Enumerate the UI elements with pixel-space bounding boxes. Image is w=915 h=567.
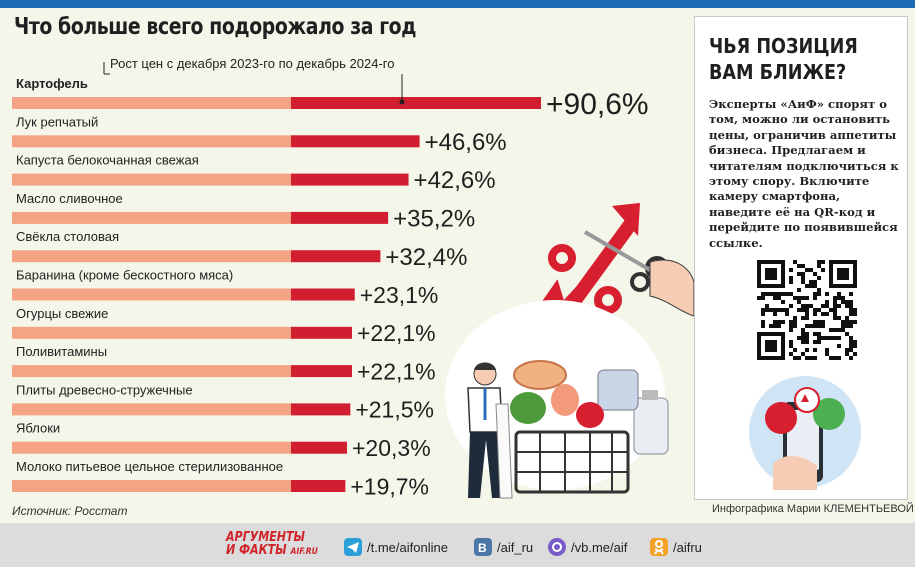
- category-label: Поливитамины: [16, 344, 107, 359]
- basket-body: [514, 430, 630, 494]
- bar: [291, 441, 348, 454]
- bar-base: [12, 441, 291, 454]
- scissors-blade: [583, 230, 652, 272]
- telegram-icon: [344, 538, 362, 556]
- milk-cap: [642, 390, 658, 400]
- bar: [291, 135, 420, 148]
- man-hair: [474, 362, 496, 370]
- value-label: +46,6%: [425, 129, 507, 156]
- viber-icon: [548, 538, 566, 556]
- milk-bottle: [633, 397, 669, 455]
- receipt: [495, 403, 513, 499]
- bar-base: [12, 173, 291, 186]
- value-label: +19,7%: [350, 473, 429, 499]
- category-label: Масло сливочное: [16, 191, 123, 206]
- footer-bar: [0, 523, 915, 567]
- value-label: +90,6%: [546, 88, 649, 121]
- category-label: Свёкла столовая: [16, 229, 119, 244]
- greens: [510, 392, 546, 424]
- bar: [291, 403, 351, 416]
- scissors-handle-2: [630, 272, 650, 292]
- bar-base: [12, 211, 291, 224]
- category-label: Капуста белокочанная свежая: [16, 153, 199, 168]
- category-label: Картофель: [16, 76, 88, 91]
- vegetable: [551, 384, 579, 416]
- percent-dot-top: [548, 244, 576, 272]
- bar-base: [12, 250, 291, 263]
- bar: [291, 326, 352, 339]
- value-label: +20,3%: [352, 435, 431, 461]
- svg-text:В: В: [478, 541, 487, 555]
- bar-base: [12, 135, 291, 148]
- social-link-telegram[interactable]: /t.me/aifonline: [344, 537, 448, 557]
- bar-base: [12, 403, 291, 416]
- bar: [291, 480, 346, 492]
- hand-icon: [773, 455, 817, 490]
- category-label: Баранина (кроме бескостного мяса): [16, 268, 233, 283]
- subtitle-pointer-dot: [399, 99, 405, 105]
- category-label: Лук репчатый: [16, 114, 98, 129]
- bar-chart: Картофель +90,6% Лук репчатый +46,6% Капуста…: [12, 62, 695, 499]
- vk-icon: В: [474, 538, 492, 556]
- chart-subtitle: Рост цен с декабря 2023-го по декабрь 20…: [110, 56, 395, 71]
- social-link-label: /aif_ru: [497, 539, 534, 555]
- man-legs: [468, 432, 504, 498]
- bar: [291, 173, 409, 186]
- value-label: +22,1%: [357, 320, 436, 346]
- qr-code[interactable]: [757, 260, 857, 360]
- value-label: +42,6%: [414, 167, 496, 194]
- logo-line1: АРГУМЕНТЫ: [226, 530, 305, 545]
- category-label: Плиты древесно-стружечные: [16, 382, 193, 397]
- bar: [291, 250, 381, 263]
- category-label: Огурцы свежие: [16, 306, 108, 321]
- sidebar-text: Эксперты «АиФ» спорят о том, можно ли ос…: [709, 97, 899, 250]
- value-label: +32,4%: [385, 244, 467, 271]
- social-link-label: /vb.me/aif: [571, 539, 628, 555]
- bar-base: [12, 326, 291, 339]
- bar: [291, 365, 352, 378]
- category-label: Яблоки: [16, 421, 60, 436]
- phone-vote-illustration: [749, 376, 861, 490]
- arrow-head: [612, 203, 640, 236]
- social-link-vk[interactable]: В /aif_ru: [474, 537, 533, 557]
- bar-base: [12, 480, 291, 492]
- bar: [291, 288, 355, 301]
- value-label: +22,1%: [357, 358, 436, 384]
- top-accent-bar: [0, 0, 915, 8]
- bar: [291, 97, 541, 109]
- bar-base: [12, 288, 291, 301]
- social-link-label: /t.me/aifonline: [367, 539, 448, 555]
- thumbs-down-icon: [765, 402, 797, 434]
- percent-slash: [557, 249, 617, 313]
- source-note: Источник: Росстат: [12, 504, 128, 518]
- value-label: +21,5%: [355, 397, 434, 423]
- sidebar-panel: ЧЬЯ ПОЗИЦИЯ ВАМ БЛИЖЕ? Эксперты «АиФ» сп…: [694, 16, 908, 500]
- value-label: +23,1%: [360, 282, 439, 308]
- package: [597, 369, 639, 411]
- price-rise-illustration: [445, 203, 695, 499]
- social-link-viber[interactable]: /vb.me/aif: [548, 537, 627, 557]
- page-title: Что больше всего подорожало за год: [14, 14, 417, 40]
- social-link-odnoklassniki[interactable]: /aifru: [650, 537, 702, 557]
- bar-base: [12, 97, 291, 109]
- logo-line2: И ФАКТЫ AIF.RU: [226, 543, 318, 558]
- sidebar-title: ЧЬЯ ПОЗИЦИЯ ВАМ БЛИЖЕ?: [709, 34, 858, 84]
- bar-base: [12, 365, 291, 378]
- category-label: Молоко питьевое цельное стерилизованное: [16, 459, 283, 474]
- aif-logo[interactable]: АРГУМЕНТЫ И ФАКТЫ AIF.RU: [226, 530, 336, 560]
- infographic-credit: Инфографика Марии КЛЕМЕНТЬЕВОЙ: [712, 503, 914, 515]
- bar: [291, 211, 389, 224]
- percent-dot-bottom: [594, 286, 622, 314]
- social-link-label: /aifru: [673, 539, 702, 555]
- value-label: +35,2%: [393, 206, 475, 233]
- bread: [513, 360, 567, 390]
- odnoklassniki-icon: [650, 538, 668, 556]
- thumbs-up-icon: [813, 398, 845, 430]
- hand: [649, 259, 695, 317]
- apple: [576, 402, 604, 428]
